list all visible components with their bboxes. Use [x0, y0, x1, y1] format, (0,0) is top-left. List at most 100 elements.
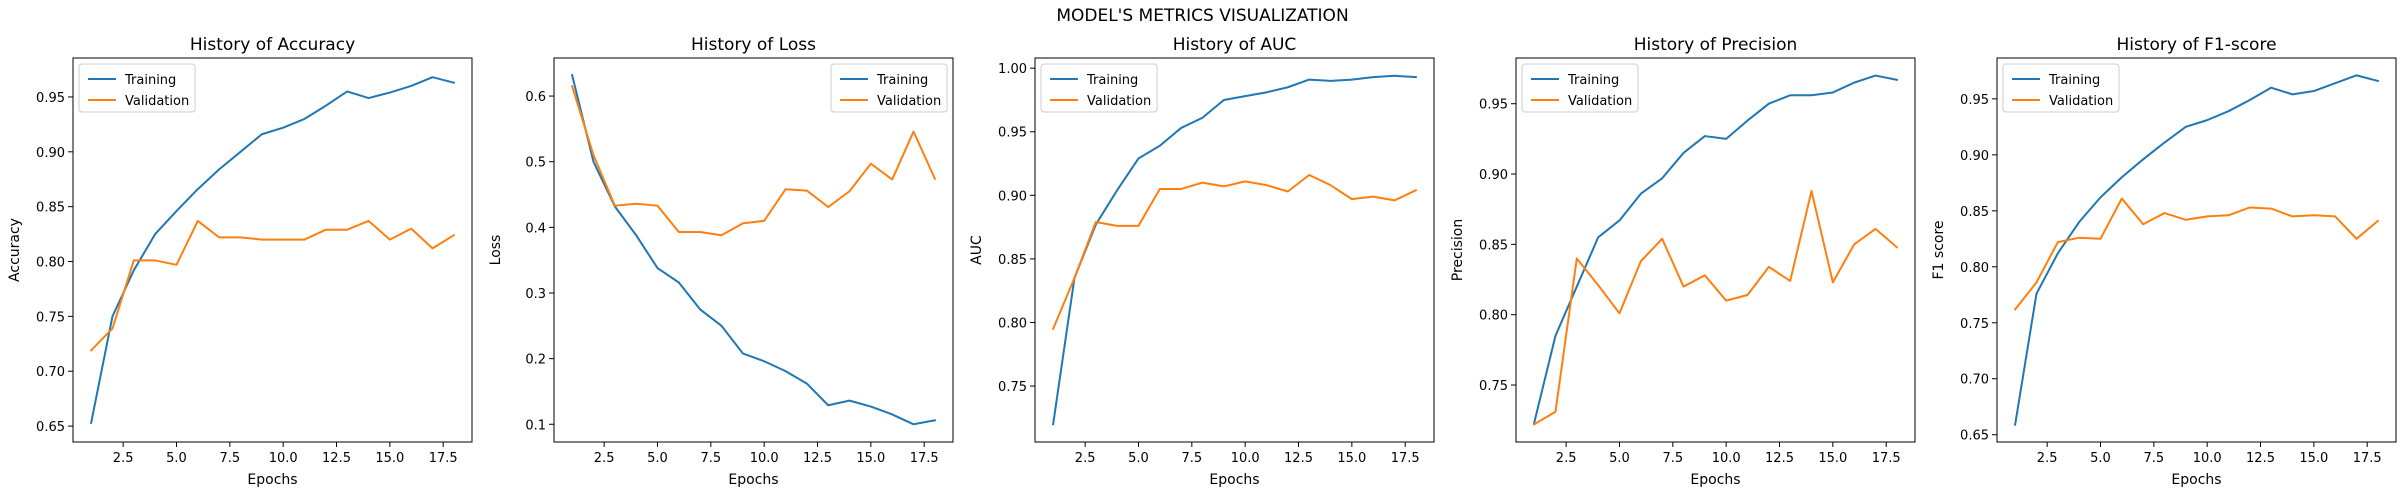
y-tick-label: 0.80	[36, 256, 65, 271]
y-tick-label: 0.95	[1960, 93, 1989, 108]
axes-frame	[1515, 57, 1916, 443]
figure-title: MODEL'S METRICS VISUALIZATION	[1056, 6, 1349, 26]
y-tick-label: 0.75	[1479, 379, 1508, 394]
y-tick-label: 0.2	[525, 353, 546, 368]
subplot-1: History of Accuracy 2.5 5.0 7.5 10.0 12.5 15.0…	[7, 35, 473, 488]
subplot-title: History of F1-score	[2116, 35, 2276, 55]
y-axis-label: F1 score	[1931, 220, 1947, 279]
subplot-title: History of Loss	[691, 35, 816, 55]
axes-frame	[1034, 57, 1435, 443]
x-axis-label: Epochs	[1209, 472, 1259, 488]
x-tick-label: 15.0	[1337, 451, 1366, 466]
y-tick-label: 0.65	[1960, 429, 1989, 444]
y-tick-label: 0.80	[1479, 309, 1508, 324]
x-tick-label: 17.5	[1872, 451, 1901, 466]
subplot-title: History of Accuracy	[190, 35, 355, 55]
y-tick-label: 0.80	[998, 316, 1027, 331]
x-tick-label: 17.5	[910, 451, 939, 466]
legend-label-training: Training	[876, 73, 928, 88]
y-tick-label: 0.3	[525, 287, 546, 302]
x-tick-label: 12.5	[1765, 451, 1794, 466]
y-tick-label: 0.95	[998, 126, 1027, 141]
x-tick-label: 12.5	[803, 451, 832, 466]
legend: Training Validation	[1521, 63, 1639, 113]
x-tick-label: 2.5	[594, 451, 615, 466]
subplot-3: History of AUC 2.5 5.0 7.5 10.0 12.5 15.0 17.5 0…	[969, 35, 1435, 488]
x-tick-label: 10.0	[269, 451, 298, 466]
y-tick-label: 0.95	[36, 91, 65, 106]
y-axis-label: Loss	[488, 235, 504, 266]
series-line-training	[1532, 74, 1899, 425]
x-tick-label: 17.5	[2353, 451, 2382, 466]
y-tick-label: 0.5	[525, 156, 546, 171]
y-tick-label: 0.85	[1960, 205, 1989, 220]
legend-label-validation: Validation	[2049, 94, 2113, 109]
series-line-validation	[570, 84, 937, 237]
series-line-training	[2013, 74, 2380, 426]
y-axis-label: AUC	[969, 235, 985, 265]
y-tick-label: 1.00	[998, 62, 1027, 77]
legend-label-training: Training	[2048, 73, 2100, 88]
x-tick-label: 7.5	[700, 451, 721, 466]
legend: Training Validation	[78, 63, 196, 113]
series-line-training	[89, 76, 456, 424]
series-line-training	[570, 73, 937, 426]
x-axis-label: Epochs	[1690, 472, 1740, 488]
legend-label-validation: Validation	[877, 94, 941, 109]
series-line-training	[1052, 74, 1417, 426]
x-tick-label: 15.0	[1818, 451, 1847, 466]
legend: Training Validation	[830, 63, 948, 113]
y-tick-label: 0.90	[1479, 168, 1508, 183]
y-tick-label: 0.75	[1960, 317, 1989, 332]
x-tick-label: 17.5	[429, 451, 458, 466]
x-tick-label: 15.0	[856, 451, 885, 466]
legend-label-validation: Validation	[125, 94, 189, 109]
subplot-2: History of Loss 2.5 5.0 7.5 10.0 12.5 15.0 17.5…	[488, 35, 954, 488]
x-tick-label: 15.0	[375, 451, 404, 466]
series-line-validation	[2013, 197, 2380, 311]
y-tick-label: 0.85	[1479, 238, 1508, 253]
axes-frame	[553, 57, 954, 443]
subplot-4: History of Precision 2.5 5.0 7.5 10.0 12.5 15.…	[1450, 35, 1916, 488]
series-line-validation	[1051, 173, 1418, 331]
legend: Training Validation	[1040, 63, 1158, 113]
x-tick-label: 5.0	[166, 451, 187, 466]
x-tick-label: 17.5	[1391, 451, 1420, 466]
x-tick-label: 5.0	[1609, 451, 1630, 466]
x-tick-label: 5.0	[647, 451, 668, 466]
y-tick-label: 0.70	[36, 365, 65, 380]
x-tick-label: 2.5	[1075, 451, 1096, 466]
x-axis-label: Epochs	[2171, 472, 2221, 488]
x-tick-label: 7.5	[1662, 451, 1683, 466]
y-tick-label: 0.70	[1960, 373, 1989, 388]
y-tick-label: 0.75	[36, 310, 65, 325]
legend-label-training: Training	[124, 73, 176, 88]
x-tick-label: 7.5	[2143, 451, 2164, 466]
x-tick-label: 7.5	[1181, 451, 1202, 466]
x-tick-label: 10.0	[1712, 451, 1741, 466]
y-tick-label: 0.75	[998, 380, 1027, 395]
x-tick-label: 5.0	[2090, 451, 2111, 466]
axes-frame	[72, 57, 473, 443]
subplot-5: History of F1-score 2.5 5.0 7.5 10.0 12.5 15.0…	[1931, 35, 2397, 488]
x-axis-label: Epochs	[247, 472, 297, 488]
legend-label-training: Training	[1567, 73, 1619, 88]
y-tick-label: 0.90	[998, 189, 1027, 204]
y-axis-label: Accuracy	[7, 218, 23, 282]
subplot-title: History of AUC	[1173, 35, 1297, 55]
x-tick-label: 2.5	[1556, 451, 1577, 466]
legend-label-validation: Validation	[1568, 94, 1632, 109]
x-tick-label: 2.5	[2037, 451, 2058, 466]
y-tick-label: 0.90	[36, 146, 65, 161]
y-tick-label: 0.85	[998, 253, 1027, 268]
x-tick-label: 10.0	[2193, 451, 2222, 466]
x-tick-label: 15.0	[2299, 451, 2328, 466]
subplot-title: History of Precision	[1634, 35, 1798, 55]
y-tick-label: 0.95	[1479, 98, 1508, 113]
y-tick-label: 0.90	[1960, 149, 1989, 164]
x-tick-label: 10.0	[750, 451, 779, 466]
y-tick-label: 0.1	[525, 418, 546, 433]
legend: Training Validation	[2002, 63, 2120, 113]
y-tick-label: 0.65	[36, 420, 65, 435]
